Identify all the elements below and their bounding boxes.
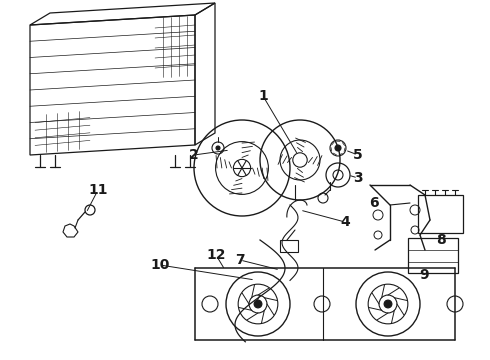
Text: 2: 2 [189, 148, 199, 162]
Text: 12: 12 [206, 248, 226, 262]
Circle shape [216, 146, 220, 150]
Text: 4: 4 [340, 215, 350, 229]
Circle shape [254, 300, 262, 308]
Circle shape [335, 145, 341, 151]
Text: 6: 6 [369, 196, 379, 210]
Text: 3: 3 [353, 171, 363, 185]
Text: 11: 11 [88, 183, 108, 197]
Text: 8: 8 [436, 233, 446, 247]
Circle shape [384, 300, 392, 308]
Text: 1: 1 [258, 89, 268, 103]
Text: 9: 9 [419, 268, 429, 282]
Text: 5: 5 [353, 148, 363, 162]
Text: 7: 7 [235, 253, 245, 267]
Text: 10: 10 [150, 258, 170, 272]
